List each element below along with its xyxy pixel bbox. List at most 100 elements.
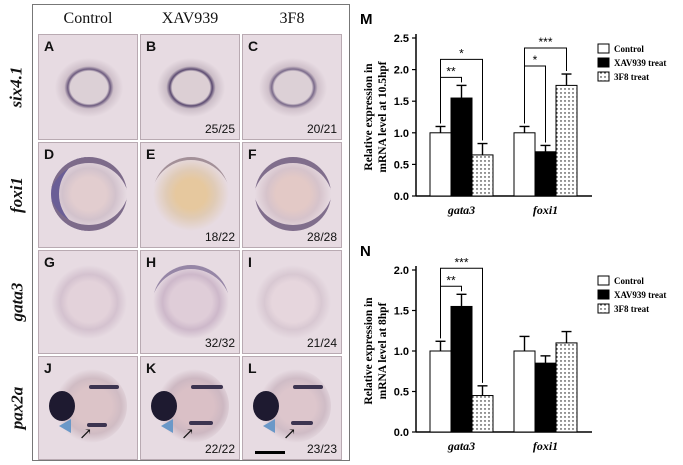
row-header-gata3: gata3	[2, 250, 32, 354]
embryo-image	[153, 49, 229, 123]
bar	[471, 154, 494, 197]
bar	[534, 362, 557, 433]
x-tick-label: foxi1	[533, 203, 558, 217]
legend-swatch	[597, 43, 610, 54]
significance-bracket	[440, 267, 483, 383]
bar	[513, 350, 536, 433]
y-tick-label: 0.0	[394, 191, 409, 203]
y-tick-label: 2.0	[394, 265, 409, 277]
chart-svg: N Relative expression in mRNA level at 8hp…	[360, 243, 666, 453]
significance-stars: *	[533, 53, 538, 67]
bar	[450, 305, 473, 433]
embryo-count: 21/24	[306, 336, 337, 350]
micrograph-panel-d: D	[38, 142, 138, 248]
column-header-3f8: 3F8	[279, 10, 305, 27]
gene-label: gata3	[7, 282, 27, 322]
embryo-count: 20/21	[306, 122, 337, 136]
embryo-count: 32/32	[204, 336, 235, 350]
legend-label: XAV939 treat	[614, 290, 666, 300]
micrograph-panel-a: A	[38, 34, 138, 140]
micrograph-panel-k: ↗ K 22/22	[140, 356, 240, 460]
micrograph-panel-j: ↗ J	[38, 356, 138, 460]
bar	[534, 151, 557, 197]
y-tick-label: 1.0	[394, 128, 409, 140]
micrograph-panel-h: H 32/32	[140, 250, 240, 354]
embryo-count: 18/22	[204, 230, 235, 244]
y-axis-label-line: mRNA level at 8hpf	[377, 302, 389, 399]
micrograph-panel-b: B 25/25	[140, 34, 240, 140]
legend-label: Control	[614, 276, 644, 286]
bar-chart-n: N Relative expression in mRNA level at 8hp…	[352, 236, 682, 462]
arrowhead-icon	[263, 419, 275, 433]
panel-label: J	[44, 360, 52, 376]
significance-bracket	[524, 47, 567, 124]
embryo-image	[51, 157, 127, 231]
arrowhead-icon	[59, 419, 71, 433]
y-tick-label: 1.5	[394, 96, 409, 108]
significance-stars: **	[446, 64, 456, 78]
x-tick-label: gata3	[447, 203, 475, 217]
bar-chart-m: M Relative expression in mRNA level at 10.…	[352, 4, 682, 226]
arrowhead-icon	[161, 419, 173, 433]
y-tick-label: 0.5	[394, 387, 409, 399]
y-tick-label: 2.0	[394, 65, 409, 77]
micrograph-panel-g: G	[38, 250, 138, 354]
legend-label: XAV939 treat	[614, 58, 666, 68]
stripe-stain-lower	[87, 423, 107, 427]
panel-label: D	[44, 146, 55, 162]
legend-swatch	[597, 71, 610, 82]
gene-label: foxi1	[7, 177, 27, 213]
stripe-stain-lower	[291, 421, 313, 425]
stripe-stain-lower	[189, 421, 213, 425]
stripe-stain-upper	[191, 385, 223, 389]
ear-vesicle-stain	[151, 391, 177, 421]
gene-label: six4.1	[7, 66, 26, 108]
arrow-icon: ↗	[283, 426, 297, 443]
embryo-image	[255, 49, 331, 123]
embryo-count: 22/22	[204, 442, 235, 456]
y-tick-label: 1.5	[394, 306, 409, 318]
micrograph-panel-e: E 18/22	[140, 142, 240, 248]
bar	[429, 350, 452, 433]
y-tick-label: 1.0	[394, 346, 409, 358]
row-header-foxi1: foxi1	[2, 142, 32, 248]
x-tick-label: foxi1	[533, 439, 558, 453]
y-tick-label: 0.5	[394, 159, 409, 171]
row-header-six4-1: six4.1	[2, 34, 32, 140]
y-axis-label-line: mRNA level at 10.5hpf	[377, 61, 389, 172]
column-header-xav939: XAV939	[161, 10, 219, 27]
chart-panel-label: M	[360, 11, 373, 28]
significance-stars: **	[446, 273, 456, 287]
embryo-image	[255, 265, 331, 339]
bar	[450, 97, 473, 197]
panel-label: B	[146, 38, 157, 54]
bar	[429, 132, 452, 197]
significance-bracket	[524, 65, 546, 143]
panel-label: L	[248, 360, 257, 376]
embryo-image	[153, 265, 229, 339]
panel-label: A	[44, 38, 55, 54]
column-header-control: Control	[63, 10, 113, 27]
chart-svg: M Relative expression in mRNA level at 10.…	[360, 11, 666, 217]
panel-label: F	[248, 146, 257, 162]
y-axis-label-line: Relative expression in	[363, 297, 375, 405]
chart-panel-label: N	[360, 243, 371, 260]
scale-bar	[255, 451, 285, 454]
panel-label: C	[248, 38, 259, 54]
panel-label: G	[44, 254, 55, 270]
micrograph-panel-f: F 28/28	[242, 142, 342, 248]
ear-vesicle-stain	[49, 391, 75, 421]
embryo-image	[153, 157, 229, 231]
stripe-stain-upper	[293, 385, 323, 389]
y-tick-label: 2.5	[394, 33, 409, 45]
gene-label: pax2a	[7, 386, 26, 430]
embryo-image	[51, 49, 127, 123]
embryo-count: 23/23	[306, 442, 337, 456]
bar	[555, 84, 578, 197]
significance-stars: *	[459, 46, 464, 60]
ear-vesicle-stain	[253, 391, 279, 421]
x-tick-label: gata3	[447, 439, 475, 453]
panel-label: H	[146, 254, 157, 270]
significance-stars: ***	[538, 35, 552, 49]
